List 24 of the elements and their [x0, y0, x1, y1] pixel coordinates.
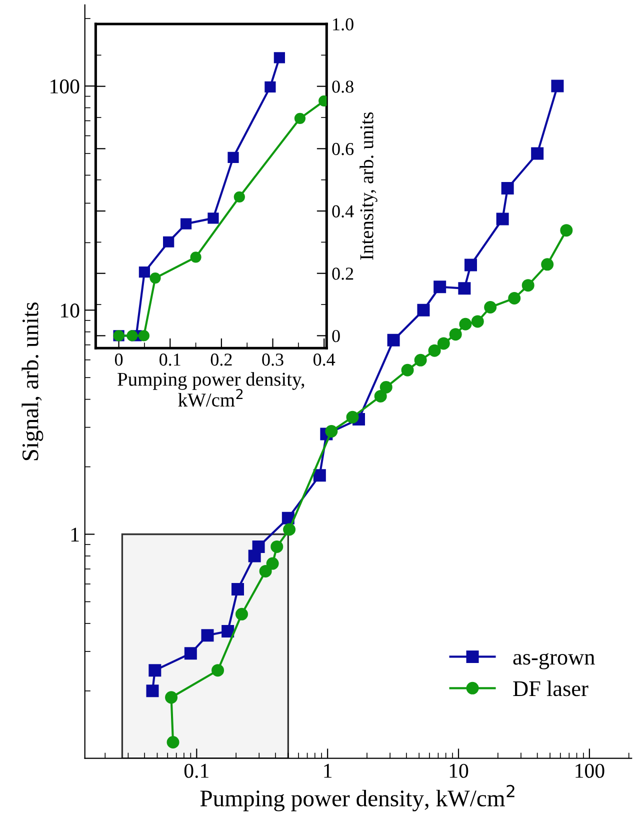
- x-tick-label: 0.4: [313, 354, 336, 366]
- y2-tick-label: 0: [332, 330, 340, 342]
- x-tick-label: 0.1: [184, 764, 208, 778]
- x-tick-label: 0.1: [160, 354, 180, 366]
- y2-tick-label: 0.2: [332, 268, 354, 280]
- x-tick-label: 0: [114, 354, 123, 366]
- x-axis-title: Pumping power density, kW/cm$^{2}$: [200, 784, 514, 812]
- x-tick-label: 100: [576, 764, 604, 778]
- legend-label: DF laser: [513, 680, 588, 696]
- y-tick-label: 10: [60, 304, 80, 318]
- legend-label: as-grown: [513, 653, 595, 670]
- x-tick-label: 0.3: [262, 354, 284, 366]
- x-tick-label: 10: [450, 764, 468, 778]
- y2-tick-label: 0.6: [332, 142, 354, 156]
- y2-tick-label: 1.0: [333, 18, 354, 31]
- x-axis-title: Pumping power density, kW/cm$^{2}$: [118, 372, 304, 407]
- x-tick-label: 1: [324, 764, 332, 778]
- y-tick-label: 1: [71, 528, 79, 542]
- x-tick-label: 0.2: [210, 354, 232, 366]
- y-axis-title: Signal, arb. units: [22, 302, 44, 460]
- y2-tick-label: 0.4: [332, 205, 354, 218]
- y2-axis-title: Intensity, arb. units: [360, 112, 378, 260]
- y-tick-label: 100: [50, 79, 80, 94]
- y2-tick-label: 0.8: [332, 80, 354, 93]
